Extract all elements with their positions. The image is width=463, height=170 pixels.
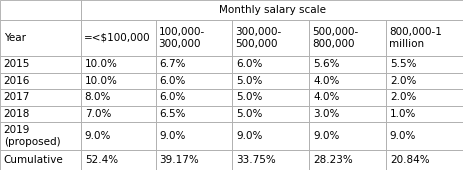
Text: 2.0%: 2.0% (390, 76, 416, 86)
Text: 2017: 2017 (4, 92, 30, 102)
Text: Cumulative: Cumulative (4, 155, 63, 165)
Text: =<$100,000: =<$100,000 (84, 33, 150, 43)
Bar (81, 0, 463, 20)
Text: 20.84%: 20.84% (390, 155, 430, 165)
Bar (156, 56, 232, 73)
Bar (0, 89, 81, 106)
Text: 3.0%: 3.0% (313, 109, 339, 119)
Text: 33.75%: 33.75% (236, 155, 276, 165)
Bar (309, 73, 386, 89)
Text: 7.0%: 7.0% (85, 109, 111, 119)
Bar (232, 89, 309, 106)
Text: 5.6%: 5.6% (313, 59, 339, 69)
Bar (81, 106, 156, 122)
Bar (386, 122, 463, 150)
Bar (232, 56, 309, 73)
Text: 2019
(proposed): 2019 (proposed) (4, 125, 60, 147)
Bar (156, 122, 232, 150)
Bar (232, 106, 309, 122)
Bar (386, 106, 463, 122)
Text: 28.23%: 28.23% (313, 155, 353, 165)
Text: 5.0%: 5.0% (236, 109, 263, 119)
Text: 10.0%: 10.0% (85, 76, 118, 86)
Text: 2018: 2018 (4, 109, 30, 119)
Text: 1.0%: 1.0% (390, 109, 416, 119)
Bar (81, 150, 156, 170)
Text: 6.0%: 6.0% (236, 59, 263, 69)
Bar (386, 56, 463, 73)
Bar (386, 20, 463, 56)
Bar (0, 106, 81, 122)
Bar (81, 20, 156, 56)
Text: 2016: 2016 (4, 76, 30, 86)
Bar (0, 73, 81, 89)
Bar (309, 89, 386, 106)
Bar (81, 122, 156, 150)
Text: 9.0%: 9.0% (159, 131, 186, 141)
Text: 4.0%: 4.0% (313, 92, 339, 102)
Text: 9.0%: 9.0% (236, 131, 263, 141)
Bar (156, 73, 232, 89)
Text: 6.0%: 6.0% (159, 92, 186, 102)
Bar (0, 122, 81, 150)
Bar (309, 20, 386, 56)
Bar (232, 73, 309, 89)
Text: 500,000-
800,000: 500,000- 800,000 (312, 27, 358, 49)
Text: Year: Year (4, 33, 26, 43)
Bar (156, 89, 232, 106)
Text: 5.0%: 5.0% (236, 92, 263, 102)
Text: 39.17%: 39.17% (159, 155, 199, 165)
Text: 4.0%: 4.0% (313, 76, 339, 86)
Bar (0, 150, 81, 170)
Bar (309, 106, 386, 122)
Text: 100,000-
300,000: 100,000- 300,000 (158, 27, 205, 49)
Text: 5.5%: 5.5% (390, 59, 416, 69)
Text: 5.0%: 5.0% (236, 76, 263, 86)
Bar (309, 56, 386, 73)
Bar (0, 20, 81, 56)
Text: Monthly salary scale: Monthly salary scale (219, 5, 325, 15)
Text: 9.0%: 9.0% (313, 131, 339, 141)
Bar (0, 56, 81, 73)
Text: 6.5%: 6.5% (159, 109, 186, 119)
Text: 6.0%: 6.0% (159, 76, 186, 86)
Bar (309, 122, 386, 150)
Text: 800,000-1
million: 800,000-1 million (389, 27, 442, 49)
Bar (156, 150, 232, 170)
Text: 52.4%: 52.4% (85, 155, 118, 165)
Text: 10.0%: 10.0% (85, 59, 118, 69)
Bar (81, 89, 156, 106)
Text: 9.0%: 9.0% (85, 131, 111, 141)
Text: 300,000-
500,000: 300,000- 500,000 (235, 27, 282, 49)
Bar (232, 122, 309, 150)
Bar (0, 0, 81, 20)
Text: 2.0%: 2.0% (390, 92, 416, 102)
Text: 6.7%: 6.7% (159, 59, 186, 69)
Bar (81, 56, 156, 73)
Text: 2015: 2015 (4, 59, 30, 69)
Bar (232, 150, 309, 170)
Bar (156, 106, 232, 122)
Bar (309, 150, 386, 170)
Text: 8.0%: 8.0% (85, 92, 111, 102)
Bar (386, 150, 463, 170)
Bar (386, 73, 463, 89)
Bar (386, 89, 463, 106)
Bar (232, 20, 309, 56)
Text: 9.0%: 9.0% (390, 131, 416, 141)
Bar (81, 73, 156, 89)
Bar (156, 20, 232, 56)
